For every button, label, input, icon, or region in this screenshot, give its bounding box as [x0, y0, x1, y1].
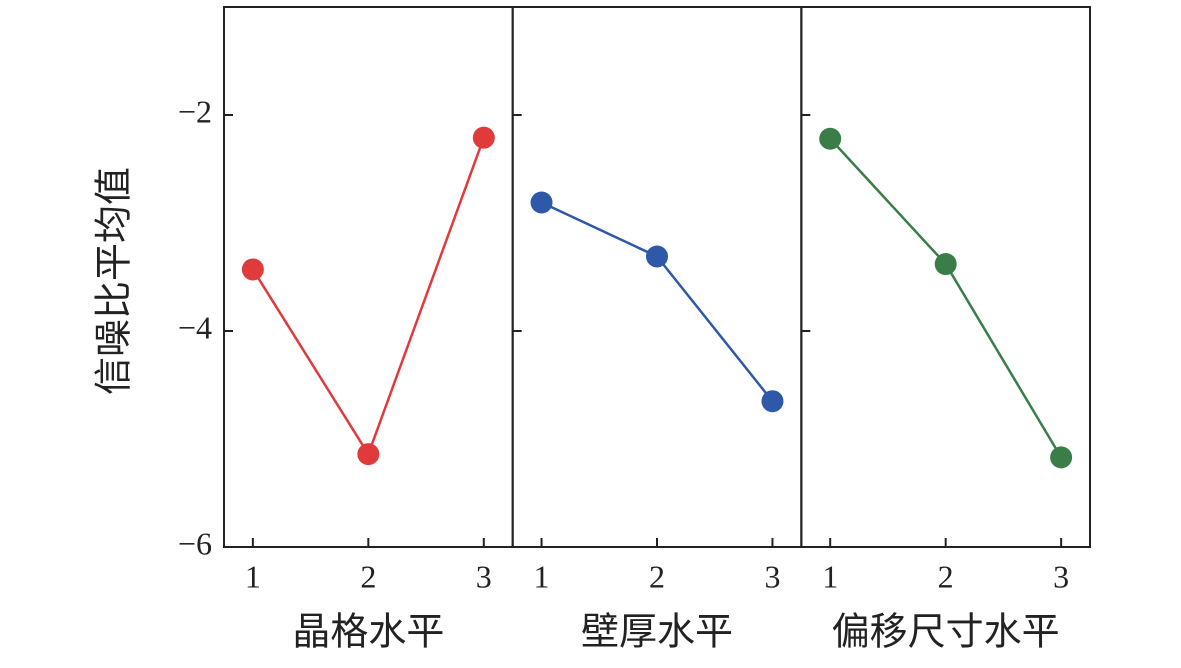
marker — [761, 390, 784, 413]
x-tick-label: 3 — [764, 558, 780, 594]
marker — [646, 245, 669, 268]
marker — [819, 127, 842, 150]
y-tick-label: −6 — [178, 525, 212, 561]
x-tick-label: 2 — [938, 558, 954, 594]
data-line — [541, 201, 774, 402]
x-tick-label: 1 — [822, 558, 838, 594]
data-line — [251, 137, 485, 457]
marker — [934, 253, 957, 276]
x-tick-label: 3 — [1053, 558, 1069, 594]
x-tick-label: 3 — [476, 558, 492, 594]
y-axis-label: 信噪比平均值 — [94, 167, 136, 395]
y-tick-label: −2 — [178, 93, 212, 129]
y-tick-label: −4 — [178, 309, 212, 345]
data-line — [829, 137, 1063, 459]
x-tick-label: 1 — [245, 558, 261, 594]
x-axis-label: 晶格水平 — [292, 612, 444, 654]
x-axis-label: 壁厚水平 — [581, 612, 733, 654]
panel-frame — [511, 6, 803, 548]
x-axis-label: 偏移尺寸水平 — [832, 612, 1060, 654]
marker — [472, 126, 495, 149]
x-tick-label: 2 — [649, 558, 665, 594]
marker — [1050, 446, 1073, 469]
x-tick-label: 1 — [534, 558, 550, 594]
marker — [530, 191, 553, 214]
marker — [357, 443, 380, 466]
panel-frame — [800, 6, 1092, 548]
panel-frame — [223, 6, 514, 548]
x-tick-label: 2 — [360, 558, 376, 594]
marker — [241, 258, 264, 281]
